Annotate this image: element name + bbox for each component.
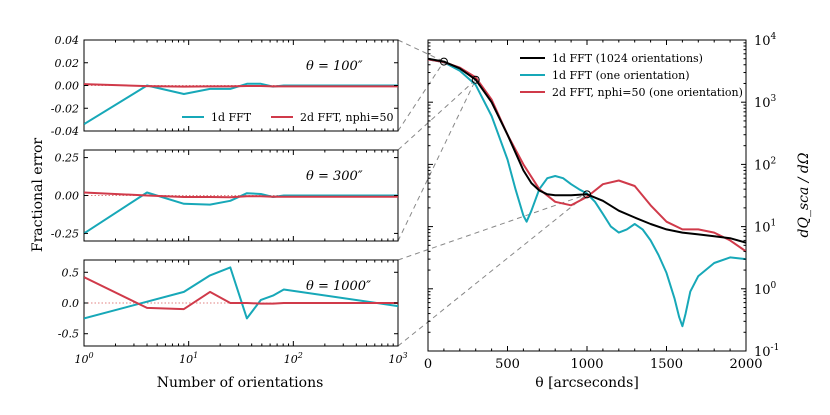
y-tick-label: 0.5 (62, 266, 80, 279)
x-tick-label: 103 (388, 351, 407, 366)
right-y-tick-label: 10-1 (754, 343, 779, 360)
annotation-theta-1000: θ = 1000″ (306, 279, 371, 294)
legend-label-2d-one: 2d FFT, nphi=50 (one orientation) (552, 86, 743, 99)
connector-dashed-line (397, 39, 445, 63)
series-line-2d-fft (84, 276, 398, 311)
right-x-tick-label: 0 (424, 357, 432, 372)
x-tick-label: 101 (179, 351, 198, 366)
right-y-tick-label: 101 (754, 219, 776, 236)
y-tick-label: 0.25 (55, 152, 80, 165)
marker-circle (439, 57, 448, 66)
x-tick-label: 100 (74, 351, 93, 366)
right-legend: 1d FFT (1024 orientations) 1d FFT (one o… (520, 52, 743, 99)
legend-label-1d-fft: 1d FFT (211, 111, 252, 124)
series-line-1d-fft (84, 191, 398, 235)
connector-lines (397, 39, 588, 347)
series-line-1d-fft (84, 266, 398, 320)
y-tick-label: -0.02 (51, 102, 79, 115)
y-tick-label: -0.25 (51, 227, 79, 240)
marker-circle (471, 75, 480, 84)
connector-dashed-line (397, 79, 477, 242)
y-tick-label: 0.0 (62, 297, 80, 310)
right-y-tick-label: 103 (754, 94, 777, 111)
annotation-theta-300: θ = 300″ (306, 169, 363, 184)
right-xlabel: θ [arcseconds] (535, 375, 639, 391)
y-tick-label: 0.00 (55, 80, 80, 93)
y-tick-label: 0.00 (55, 190, 80, 203)
legend-label-2d-fft: 2d FFT, nphi=50 (300, 111, 393, 124)
x-tick-label: 102 (284, 351, 303, 366)
legend-label-one-orientation: 1d FFT (one orientation) (552, 69, 690, 82)
series-line-2d-fft (84, 83, 398, 88)
right-series-1 (428, 58, 746, 328)
right-x-tick-label: 1000 (570, 357, 603, 372)
legend-label-1024: 1d FFT (1024 orientations) (552, 52, 703, 65)
right-y-tick-label: 100 (754, 281, 777, 298)
annotation-theta-100: θ = 100″ (306, 59, 363, 74)
right-x-tick-label: 1500 (650, 357, 683, 372)
left-xlabel: Number of orientations (157, 375, 324, 391)
right-series-2 (428, 58, 746, 253)
right-x-tick-label: 2000 (729, 357, 762, 372)
right-series-0 (428, 57, 746, 244)
connector-dashed-line (397, 79, 477, 151)
left-legend: 1d FFT 2d FFT, nphi=50 (182, 111, 393, 124)
y-tick-label: -0.04 (51, 125, 79, 138)
connector-dashed-line (397, 193, 588, 347)
right-y-tick-label: 102 (754, 156, 776, 173)
connector-dashed-line (397, 193, 588, 261)
y-tick-label: 0.02 (55, 57, 80, 70)
right-x-tick-label: 500 (495, 357, 520, 372)
marker-circle (583, 190, 591, 199)
right-ylabel: dQ_sca / dΩ (796, 152, 812, 237)
left-ylabel: Fractional error (30, 138, 46, 253)
connector-dashed-line (397, 61, 445, 132)
y-tick-label: 0.04 (55, 34, 80, 47)
y-tick-label: -0.5 (58, 328, 79, 341)
right-y-tick-label: 104 (754, 32, 777, 49)
series-line-2d-fft (84, 191, 398, 199)
